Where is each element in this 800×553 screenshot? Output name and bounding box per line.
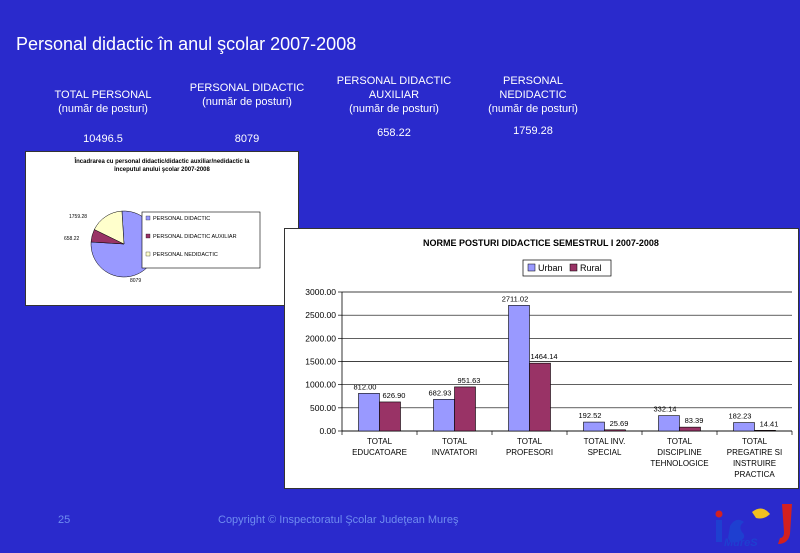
page-title: Personal didactic în anul şcolar 2007-20… [16,34,357,54]
stat-label-line2: NEDIDACTIC [499,89,567,101]
pie-legend-label: PERSONAL DIDACTIC [153,216,210,222]
stat-label-unit: (număr de posturi) [58,103,148,115]
bar-value-label: 14.41 [760,419,779,428]
bar-urban [433,399,455,432]
pie-title-line2: începutul anului şcolar 2007-2008 [113,167,210,173]
stat-label-line2: AUXILIAR [368,89,420,101]
stat-total-personal: TOTAL PERSONAL (număr de posturi) 10496.… [48,88,158,146]
bar-value-label: 951.63 [458,376,481,385]
bar-rural [454,386,476,432]
bar-value-label: 83.39 [685,416,704,425]
x-category-label: INVATATORI [432,448,477,457]
stat-value: 658.22 [377,127,411,139]
bar-value-label: 25.69 [610,419,629,428]
pie-legend-label: PERSONAL DIDACTIC AUXILIAR [153,234,237,240]
stat-value: 8079 [234,133,260,145]
stat-label: TOTAL PERSONAL [54,89,152,101]
bar-legend-box [522,259,612,277]
bar-rural [379,401,401,432]
x-category-label: TEHNOLOGICE [650,459,708,468]
y-tick-label: 1500.00 [305,357,336,367]
bar-urban [508,305,530,432]
x-category-label: TOTAL [442,437,468,446]
bar-value-label: 626.90 [383,391,406,400]
stat-personal-didactic-auxiliar: PERSONAL DIDACTIC AUXILIAR (număr de pos… [334,74,454,140]
bar-legend-swatch [527,263,536,272]
pie-value-label: 658.22 [64,236,80,242]
pie-value-label: 1759.28 [69,214,87,220]
stat-label-unit: (număr de posturi) [202,96,292,108]
pie-chart-panel: Încadrarea cu personal didactic/didactic… [25,151,299,306]
pie-legend-swatch [145,251,151,257]
bar-value-label: 332.14 [654,405,677,414]
bar-chart-panel: NORME POSTURI DIDACTICE SEMESTRUL I 2007… [284,228,799,489]
x-category-label: PROFESORI [506,448,553,457]
bar-rural [679,426,701,432]
pie-chart: Încadrarea cu personal didactic/didactic… [64,157,261,284]
pie-title-line1: Încadrarea cu personal didactic/didactic… [73,157,250,165]
bar-value-label: 812.00 [354,382,377,391]
y-tick-label: 500.00 [310,403,336,413]
x-category-label: EDUCATOARE [352,448,407,457]
x-category-label: INSTRUIRE [733,459,776,468]
stat-personal-nedidactic: PERSONAL NEDIDACTIC (număr de posturi) 1… [474,74,592,138]
stat-label: PERSONAL [503,75,563,87]
pie-slice [94,210,125,245]
bar-rural [604,429,626,432]
x-category-label: DISCIPLINE [657,448,701,457]
bar-legend-label: Rural [580,263,602,273]
bar-value-label: 1464.14 [530,352,557,361]
x-category-label: TOTAL [667,437,693,446]
stat-label-unit: (număr de posturi) [349,103,439,115]
stat-label: PERSONAL DIDACTIC [336,75,452,87]
svg-text:MureS: MureS [724,537,758,549]
stat-personal-didactic: PERSONAL DIDACTIC (număr de posturi) 807… [187,81,307,146]
bar-urban [658,415,680,432]
y-tick-label: 2500.00 [305,310,336,320]
bar-value-label: 182.23 [729,412,752,421]
stat-label: PERSONAL DIDACTIC [189,82,305,94]
bar-legend-swatch [569,263,578,272]
y-tick-label: 0.00 [319,426,336,436]
y-tick-label: 2000.00 [305,333,336,343]
x-category-label: TOTAL [517,437,543,446]
bar-value-label: 682.93 [429,388,452,397]
pie-legend-swatch [145,215,151,221]
pie-legend-swatch [145,233,151,239]
bar-urban [358,393,380,432]
y-tick-label: 3000.00 [305,287,336,297]
x-category-label: PRACTICA [734,470,775,479]
bar-value-label: 2711.02 [502,294,529,303]
bar-urban [583,421,605,432]
pie-legend-label: PERSONAL NEDIDACTIC [153,252,218,258]
x-category-label: TOTAL [742,437,768,446]
x-category-label: TOTAL [367,437,393,446]
isj-logo: MureS [715,504,792,549]
page-number: 25 [58,514,71,526]
x-category-label: SPECIAL [588,448,622,457]
bar-rural [754,430,776,432]
pie-legend-box [141,211,261,269]
bar-chart-title: NORME POSTURI DIDACTICE SEMESTRUL I 2007… [423,238,659,248]
bar-urban [733,422,755,432]
x-category-label: PREGATIRE SI [727,448,782,457]
bar-chart: NORME POSTURI DIDACTICE SEMESTRUL I 2007… [305,238,793,479]
stat-label-unit: (număr de posturi) [488,103,578,115]
copyright-text: Copyright © Inspectoratul Şcolar Judeţea… [218,514,459,526]
bar-value-label: 192.52 [579,411,602,420]
bar-legend-label: Urban [538,263,563,273]
y-tick-label: 1000.00 [305,380,336,390]
bar-rural [529,362,551,432]
stat-value: 1759.28 [513,125,553,137]
pie-value-label: 8079 [130,278,141,284]
x-category-label: TOTAL INV. [584,437,626,446]
stat-value: 10496.5 [83,133,123,145]
